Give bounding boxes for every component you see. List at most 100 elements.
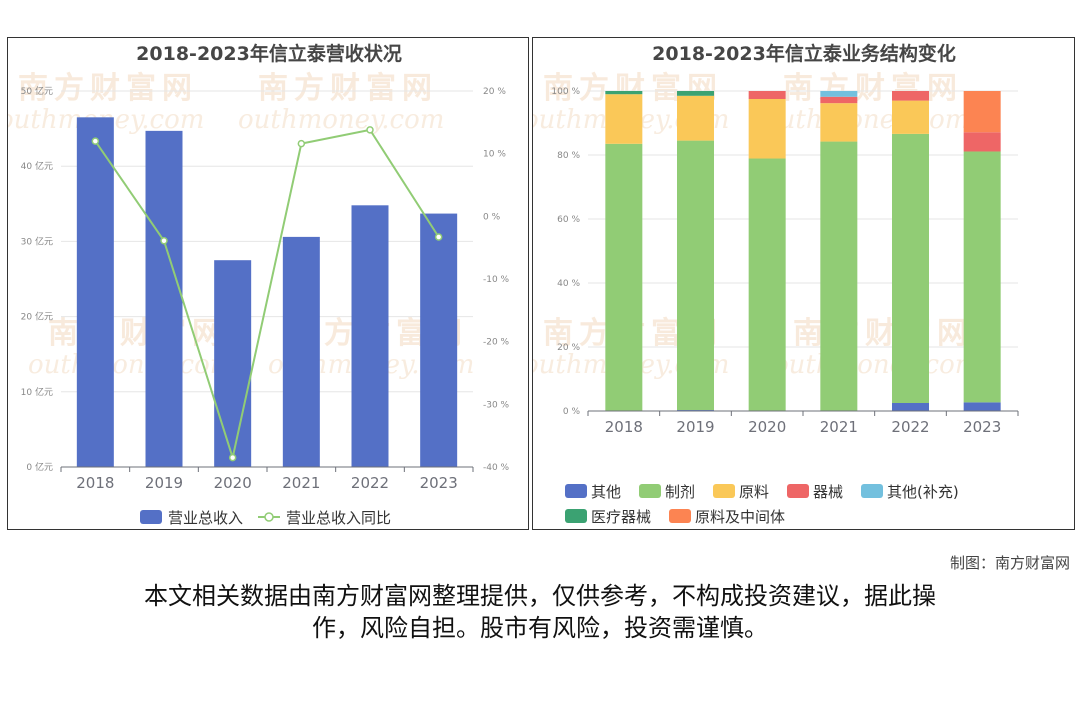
bar-revenue bbox=[351, 205, 389, 467]
disclaimer: 本文相关数据由南方财富网整理提供，仅供参考，不构成投资建议，据此操 作，风险自担… bbox=[60, 580, 1020, 644]
bar-segment bbox=[605, 91, 643, 95]
y-left-tick-label: 0 亿元 bbox=[26, 461, 53, 473]
x-tick-label: 2023 bbox=[963, 418, 1001, 436]
y-tick-label: 100 % bbox=[551, 87, 580, 97]
x-tick-label: 2022 bbox=[351, 474, 389, 492]
y-right-tick-label: -10 % bbox=[483, 275, 510, 285]
bar-segment bbox=[892, 91, 929, 101]
bar-revenue bbox=[76, 117, 114, 467]
bar-segment bbox=[748, 158, 786, 411]
legend-swatch bbox=[565, 484, 587, 498]
disclaimer-line-1: 本文相关数据由南方财富网整理提供，仅供参考，不构成投资建议，据此操 bbox=[144, 582, 936, 610]
bar-revenue bbox=[420, 213, 458, 467]
legend-label: 制剂 bbox=[665, 483, 695, 501]
bar-segment bbox=[605, 143, 643, 412]
business-structure-chart-panel: 南方财富网outhmoney.com南方财富网outhmoney.com南方财富… bbox=[532, 37, 1075, 530]
watermark-cn: 南方财富网 bbox=[783, 71, 963, 106]
legend-swatch bbox=[565, 509, 587, 523]
bar-segment bbox=[963, 151, 1001, 403]
bar-segment bbox=[748, 99, 786, 159]
x-tick-label: 2023 bbox=[420, 474, 458, 492]
legend-label-revenue: 营业总收入 bbox=[168, 509, 243, 527]
bar-segment bbox=[820, 141, 858, 411]
bar-revenue bbox=[145, 130, 183, 467]
bar-segment bbox=[677, 91, 714, 96]
y-tick-label: 20 % bbox=[557, 343, 580, 353]
bar-segment bbox=[892, 403, 929, 411]
x-tick-label: 2022 bbox=[891, 418, 929, 436]
y-tick-label: 60 % bbox=[557, 215, 580, 225]
y-right-tick-label: 10 % bbox=[483, 150, 506, 160]
bar-segment bbox=[677, 95, 714, 141]
x-tick-label: 2018 bbox=[605, 418, 643, 436]
x-tick-label: 2021 bbox=[282, 474, 320, 492]
revenue-chart-panel: 南方财富网outhmoney.com南方财富网outhmoney.com南方财富… bbox=[7, 37, 529, 530]
bar-segment bbox=[892, 100, 929, 134]
legend-swatch-yoy-marker bbox=[264, 512, 274, 522]
legend-label-yoy: 营业总收入同比 bbox=[286, 509, 391, 527]
watermark-cn: 南方财富网 bbox=[48, 316, 228, 351]
legend-swatch bbox=[787, 484, 809, 498]
legend-swatch bbox=[669, 509, 691, 523]
bar-revenue bbox=[282, 236, 320, 467]
bar-segment bbox=[748, 91, 786, 99]
chart-title: 2018-2023年信立泰营收状况 bbox=[136, 42, 402, 65]
watermark-cn: 南方财富网 bbox=[793, 316, 973, 351]
legend-swatch-revenue bbox=[140, 510, 162, 524]
bar-segment bbox=[963, 402, 1001, 411]
watermark-en: outhmoney.com bbox=[763, 105, 969, 135]
line-revenue-yoy bbox=[94, 128, 440, 462]
y-left-tick-label: 50 亿元 bbox=[21, 85, 53, 97]
y-right-tick-label: 20 % bbox=[483, 87, 506, 97]
bar-segment bbox=[820, 96, 858, 104]
y-tick-label: 40 % bbox=[557, 279, 580, 289]
legend-label: 原料 bbox=[739, 483, 769, 501]
y-left-tick-label: 30 亿元 bbox=[21, 235, 53, 247]
disclaimer-line-2: 作，风险自担。股市有风险，投资需谨慎。 bbox=[312, 614, 768, 642]
point-revenue-yoy bbox=[434, 233, 443, 241]
y-tick-label: 0 % bbox=[563, 407, 581, 417]
y-left-tick-label: 20 亿元 bbox=[21, 311, 53, 323]
legend-label: 医疗器械 bbox=[591, 508, 651, 526]
bar-segment bbox=[892, 133, 929, 403]
legend-swatch bbox=[713, 484, 735, 498]
x-tick-label: 2021 bbox=[820, 418, 858, 436]
y-right-tick-label: 0 % bbox=[483, 212, 501, 222]
bar-segment bbox=[963, 132, 1001, 152]
bar-revenue bbox=[214, 260, 252, 467]
bar-segment bbox=[605, 94, 643, 144]
bar-segment bbox=[820, 91, 858, 97]
y-right-tick-label: -30 % bbox=[483, 400, 510, 410]
legend-label: 器械 bbox=[813, 483, 843, 501]
bar-segment bbox=[820, 103, 858, 142]
y-left-tick-label: 10 亿元 bbox=[21, 386, 53, 398]
y-right-tick-label: -20 % bbox=[483, 338, 510, 348]
business-structure-chart: 南方财富网outhmoney.com南方财富网outhmoney.com南方财富… bbox=[533, 42, 1019, 526]
legend-label: 原料及中间体 bbox=[695, 508, 785, 526]
x-tick-label: 2019 bbox=[676, 418, 714, 436]
point-revenue-yoy bbox=[91, 137, 100, 145]
point-revenue-yoy bbox=[160, 237, 168, 245]
revenue-chart: 南方财富网outhmoney.com南方财富网outhmoney.com南方财富… bbox=[8, 42, 510, 527]
y-right-tick-label: -40 % bbox=[483, 463, 510, 473]
legend-swatch bbox=[861, 484, 883, 498]
legend-label: 其他(补充) bbox=[887, 483, 959, 501]
x-tick-label: 2018 bbox=[76, 474, 114, 492]
watermark-en: outhmoney.com bbox=[773, 350, 979, 380]
y-left-tick-label: 40 亿元 bbox=[21, 160, 53, 172]
x-tick-label: 2020 bbox=[214, 474, 252, 492]
point-revenue-yoy bbox=[366, 126, 374, 134]
y-tick-label: 80 % bbox=[557, 151, 580, 161]
chart-credit: 制图：南方财富网 bbox=[949, 554, 1070, 572]
x-tick-label: 2020 bbox=[748, 418, 786, 436]
legend-swatch bbox=[639, 484, 661, 498]
x-tick-label: 2019 bbox=[145, 474, 183, 492]
chart-title: 2018-2023年信立泰业务结构变化 bbox=[652, 42, 956, 65]
point-revenue-yoy bbox=[297, 139, 306, 148]
watermark-en: outhmoney.com bbox=[238, 105, 444, 135]
legend-label: 其他 bbox=[591, 483, 621, 501]
point-revenue-yoy bbox=[228, 453, 237, 462]
bar-segment bbox=[963, 91, 1001, 133]
bar-segment bbox=[677, 140, 714, 411]
watermark-cn: 南方财富网 bbox=[258, 71, 438, 106]
